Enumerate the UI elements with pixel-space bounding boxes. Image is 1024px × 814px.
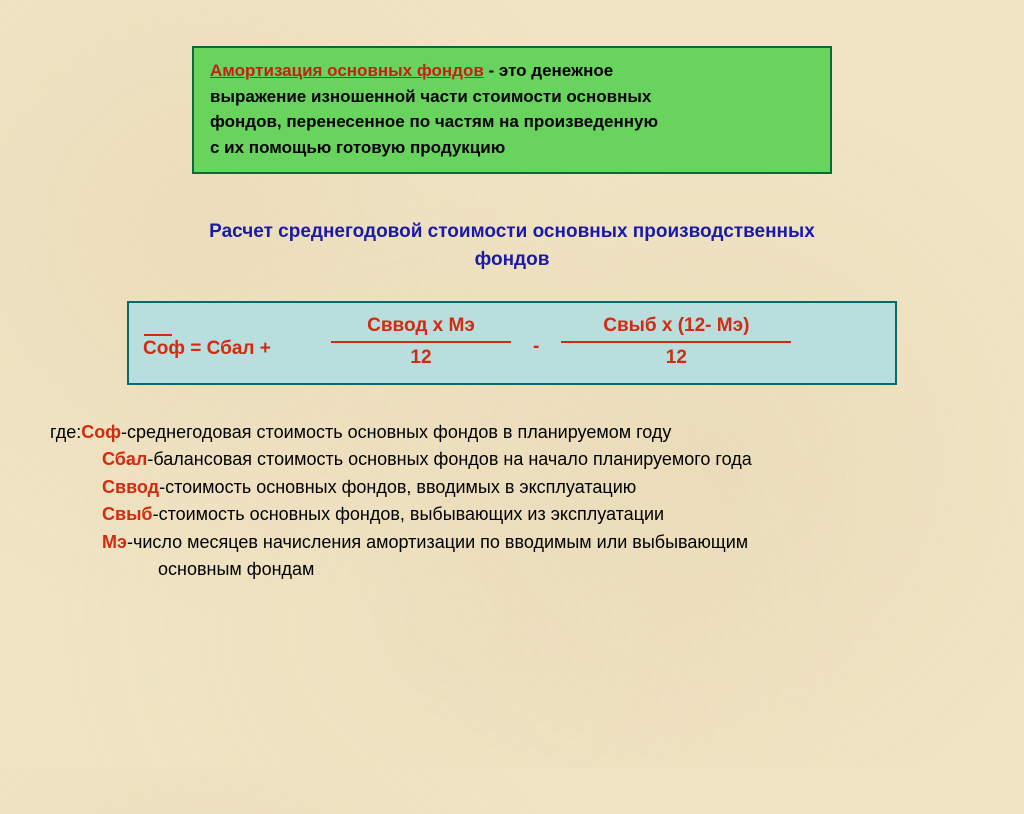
definition-line-2: выражение изношенной части стоимости осн… — [210, 84, 814, 110]
definition-line-4: с их помощью готовую продукцию — [210, 135, 814, 161]
formula-frac2-num: Свыб х (12- Мэ) — [561, 315, 791, 339]
formula-fraction-2: Свыб х (12- Мэ) 12 — [561, 315, 791, 369]
legend-row-0: где: Соф - среднегодовая стоимость основ… — [50, 419, 1024, 446]
legend-label-1: Сбал — [102, 446, 147, 473]
definition-box: Амортизация основных фондов - это денежн… — [192, 46, 832, 174]
legend-label-4: Мэ — [102, 529, 127, 556]
section-title-line-2: фондов — [475, 249, 550, 270]
formula-term1: Сбал — [207, 338, 255, 359]
legend-row-3: Свыб - стоимость основных фондов, выбыва… — [50, 501, 1024, 528]
formula-box: Соф = Сбал + Сввод х Мэ 12 - Свыб х (12-… — [127, 301, 897, 385]
legend-text-0: среднегодовая стоимость основных фондов … — [127, 419, 671, 446]
definition-line-3: фондов, перенесенное по частям на произв… — [210, 109, 814, 135]
formula-minus: - — [511, 326, 561, 358]
legend-text-2: стоимость основных фондов, вводимых в эк… — [165, 474, 636, 501]
definition-rest-1: это денежное — [499, 61, 613, 80]
section-title-line-1: Расчет среднегодовой стоимости основных … — [209, 221, 815, 242]
formula-overline — [144, 334, 172, 336]
legend: где: Соф - среднегодовая стоимость основ… — [50, 419, 1024, 583]
legend-label-3: Свыб — [102, 501, 153, 528]
legend-row-2: Сввод - стоимость основных фондов, вводи… — [50, 474, 1024, 501]
formula-frac2-den: 12 — [561, 345, 791, 369]
legend-text-1: балансовая стоимость основных фондов на … — [153, 446, 751, 473]
definition-term: Амортизация основных фондов — [210, 61, 484, 80]
legend-row-4: Мэ - число месяцев начисления амортизаци… — [50, 529, 1024, 556]
legend-cont: основным фондам — [158, 556, 314, 583]
formula-eq: = — [185, 338, 207, 359]
slide: Амортизация основных фондов - это денежн… — [0, 0, 1024, 814]
legend-label-0: Соф — [81, 419, 121, 446]
formula-lhs-block: Соф = Сбал + — [143, 324, 331, 360]
formula-row: Соф = Сбал + Сввод х Мэ 12 - Свыб х (12-… — [143, 315, 881, 369]
formula-plus: + — [254, 338, 270, 359]
legend-text-4: число месяцев начисления амортизации по … — [133, 529, 748, 556]
legend-label-2: Сввод — [102, 474, 159, 501]
formula-frac1-num: Сввод х Мэ — [331, 315, 511, 339]
definition-dash: - — [484, 61, 499, 80]
formula-lhs: Соф — [143, 338, 185, 359]
section-title: Расчет среднегодовой стоимости основных … — [0, 218, 1024, 273]
legend-where: где: — [50, 419, 81, 446]
legend-row-1: Сбал - балансовая стоимость основных фон… — [50, 446, 1024, 473]
definition-line-1: Амортизация основных фондов - это денежн… — [210, 58, 814, 84]
legend-text-3: стоимость основных фондов, выбывающих из… — [159, 501, 665, 528]
formula-frac1-den: 12 — [331, 345, 511, 369]
formula-frac1-bar — [331, 341, 511, 343]
formula-fraction-1: Сввод х Мэ 12 — [331, 315, 511, 369]
formula-frac2-bar — [561, 341, 791, 343]
legend-row-cont: основным фондам — [50, 556, 1024, 583]
